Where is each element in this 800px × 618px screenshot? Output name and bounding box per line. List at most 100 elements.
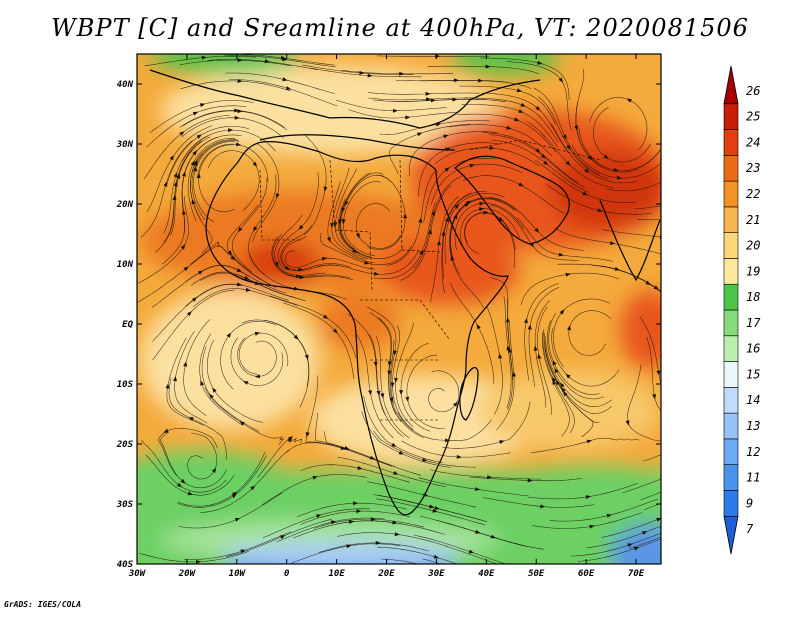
streamline-arrow [163, 428, 169, 433]
streamline [427, 65, 539, 74]
streamline [454, 203, 525, 251]
streamline [225, 72, 335, 94]
streamline-arrow [633, 546, 640, 551]
hot-area-horn [380, 235, 520, 305]
streamline-arrow [392, 350, 397, 356]
streamline [571, 144, 661, 179]
streamline [274, 214, 326, 276]
border-line [259, 169, 300, 241]
streamline-arrow [173, 376, 177, 382]
streamline [320, 232, 412, 266]
lat-tick-label: EQ [122, 320, 133, 330]
streamline-arrow [230, 255, 236, 261]
streamline [177, 455, 267, 508]
streamline [367, 92, 480, 95]
streamline-arrow [616, 175, 622, 180]
streamline-arrow [245, 287, 251, 292]
streamline-arrow [690, 36, 695, 40]
streamline-arrow [518, 182, 524, 187]
streamline [624, 148, 661, 171]
streamline-arrow [584, 168, 590, 173]
streamline-arrow [444, 167, 450, 172]
colorbar-segment [723, 361, 739, 388]
streamline [489, 134, 586, 189]
streamline [482, 132, 579, 184]
streamline-arrow [344, 200, 349, 206]
streamline-arrow [405, 115, 411, 120]
streamline-arrow [173, 172, 178, 178]
streamline-arrow [558, 252, 564, 257]
streamline-arrow [187, 491, 193, 496]
streamline-arrow [183, 361, 188, 367]
streamline-arrow [562, 391, 568, 397]
streamline-arrow [348, 520, 355, 524]
streamline [379, 120, 491, 135]
streamline [137, 196, 189, 285]
streamline [313, 518, 425, 529]
streamline [347, 313, 386, 415]
streamline [199, 449, 290, 513]
colorbar-segment [723, 283, 739, 311]
streamline-arrow [305, 432, 310, 438]
streamline-arrow [656, 517, 661, 522]
streamline-arrow [370, 517, 376, 522]
streamline [181, 117, 284, 139]
streamline [145, 454, 235, 496]
streamline-arrow [527, 478, 533, 483]
streamline [146, 125, 213, 213]
streamline [232, 178, 268, 273]
streamline-arrow [445, 147, 451, 152]
streamline [401, 440, 511, 458]
streamline [575, 101, 639, 173]
streamline-arrow [443, 134, 449, 139]
streamline [531, 512, 642, 529]
streamline-arrow [527, 324, 532, 330]
streamline [340, 174, 392, 250]
streamline [174, 330, 208, 424]
streamline [464, 212, 515, 269]
streamline-arrow [512, 371, 516, 377]
pale-area-indian [480, 370, 660, 450]
streamline-arrow [626, 98, 632, 103]
streamline-arrow [179, 131, 185, 136]
streamline-arrow [642, 531, 648, 535]
streamline [491, 139, 589, 193]
streamline-arrow [645, 280, 651, 285]
streamline [220, 321, 277, 390]
streamline-arrow [192, 297, 198, 302]
streamline-arrow [435, 122, 442, 127]
streamline [496, 322, 515, 431]
streamline [363, 395, 443, 463]
streamline-arrow [274, 261, 279, 267]
streamline [261, 474, 367, 506]
streamline-arrow [391, 442, 397, 447]
streamline [449, 197, 517, 256]
streamline-arrow [237, 109, 243, 114]
streamline-arrow [690, 195, 695, 199]
streamline [327, 181, 375, 264]
lat-tick-label: 30N [116, 140, 134, 150]
streamline [526, 120, 614, 188]
colorbar-label: 13 [746, 419, 760, 433]
streamline [479, 57, 570, 100]
streamlines [137, 36, 695, 564]
colorbar-segment [723, 515, 739, 555]
streamline [166, 337, 204, 426]
streamline-arrow [453, 401, 458, 407]
streamline [252, 143, 280, 242]
streamline-arrow [422, 457, 428, 462]
streamline [528, 286, 560, 387]
streamline-arrow [333, 222, 338, 228]
streamline [368, 97, 481, 101]
colorbar-segment [723, 335, 739, 362]
streamline [533, 87, 600, 175]
streamline [528, 482, 639, 500]
lon-tick-label: 20E [377, 569, 395, 579]
streamline [639, 316, 661, 386]
streamline [435, 519, 544, 550]
streamline [537, 306, 552, 416]
streamline [544, 341, 612, 414]
green-area-north-west [150, 54, 300, 74]
streamline [442, 401, 531, 449]
